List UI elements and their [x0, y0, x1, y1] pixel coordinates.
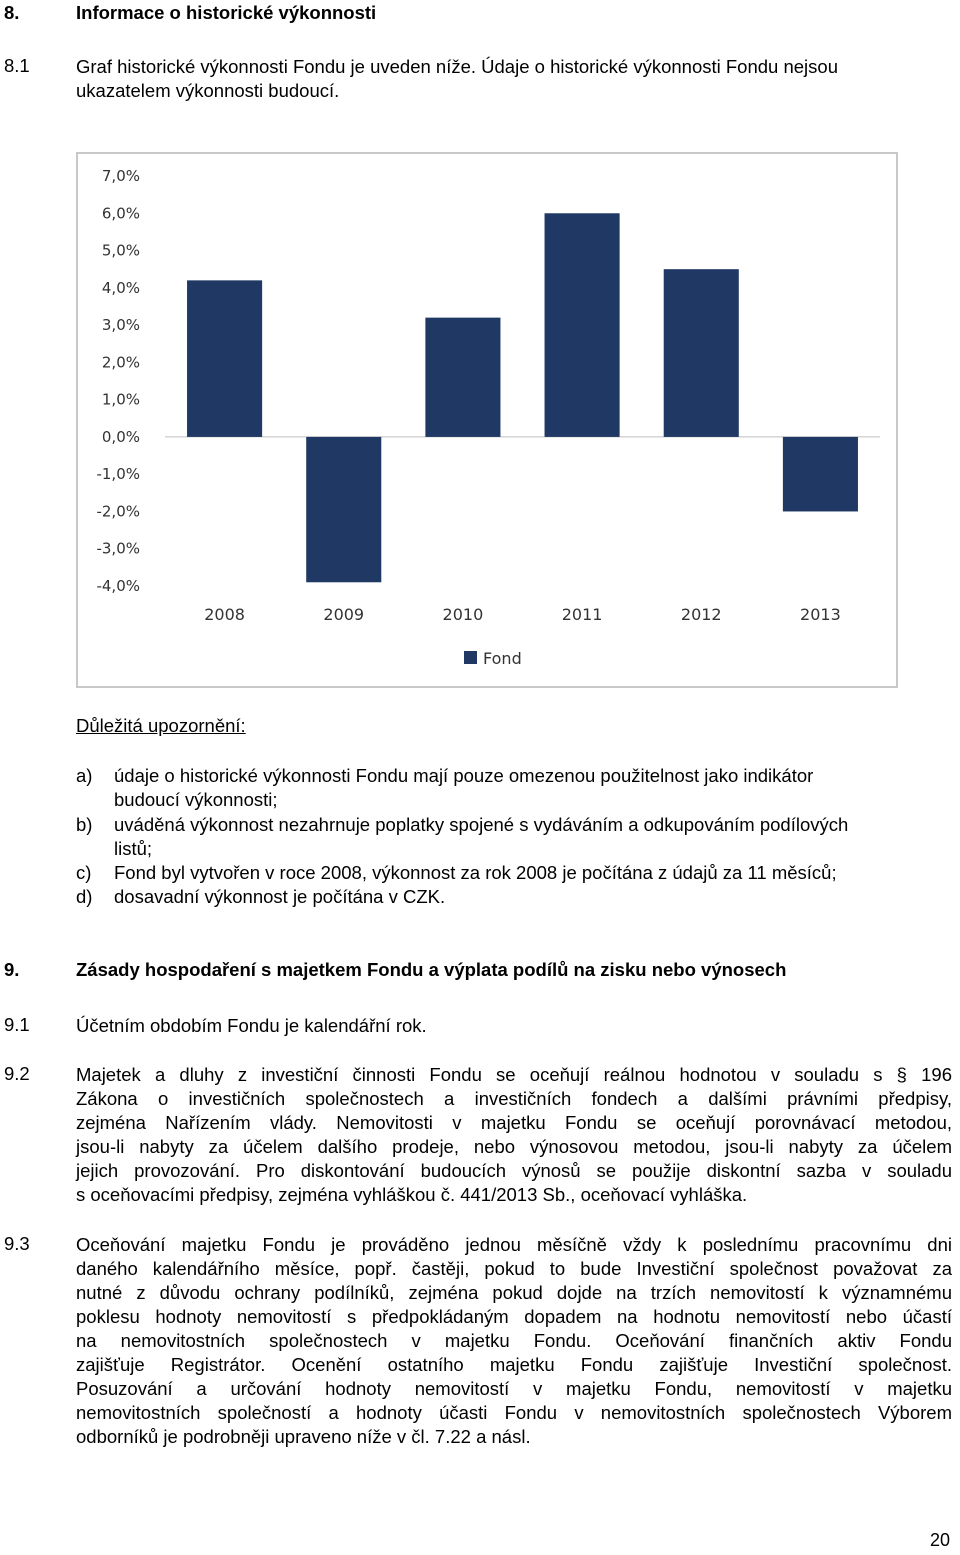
notice-item-text: Fond byl vytvořen v roce 2008, výkonnost…: [114, 862, 837, 883]
paragraph-line: nutné z důvodu ochrany podílníků, zejmén…: [76, 1282, 952, 1303]
section-8-number: 8.: [4, 2, 20, 23]
notice-item-text: uváděná výkonnost nezahrnuje poplatky sp…: [114, 814, 849, 835]
paragraph-line: zejména Nařízením vlády. Nemovitosti v m…: [76, 1112, 952, 1133]
paragraph-line: daného kalendářního měsíce, popř. častěj…: [76, 1258, 952, 1279]
bar-2012: [663, 269, 739, 437]
legend-swatch: [464, 651, 477, 664]
page-number: 20: [929, 1530, 950, 1550]
notice-item-d: d) dosavadní výkonnost je počítána v CZK.: [76, 885, 952, 909]
x-tick-label: 2012: [681, 605, 722, 624]
paragraph-9-2-number: 9.2: [4, 1063, 30, 1084]
y-tick-label: 4,0%: [102, 279, 140, 297]
performance-chart-svg: 7,0% 6,0% 5,0% 4,0% 3,0% 2,0% 1,0% 0,0% -1,0% -2,…: [96, 167, 880, 668]
notice-item-text: budoucí výkonnosti;: [114, 789, 278, 810]
y-tick-label: -2,0%: [96, 502, 140, 520]
paragraph-9-3: Oceňování majetku Fondu je prováděno jed…: [76, 1233, 952, 1449]
bar-2010: [425, 317, 501, 437]
paragraph-line: Oceňování majetku Fondu je prováděno jed…: [76, 1234, 952, 1255]
bar-2008: [187, 280, 263, 437]
paragraph-9-1-number: 9.1: [4, 1014, 30, 1035]
performance-chart: 7,0% 6,0% 5,0% 4,0% 3,0% 2,0% 1,0% 0,0% -1,0% -2,…: [76, 152, 898, 688]
notice-item-label: c): [76, 862, 92, 883]
paragraph-line: nemovitostních společností a hodnoty úča…: [76, 1402, 952, 1423]
y-tick-label: -4,0%: [96, 577, 140, 595]
notice-item-text: údaje o historické výkonnosti Fondu mají…: [114, 765, 814, 786]
notice-item-label: d): [76, 886, 93, 907]
x-tick-label: 2008: [204, 605, 245, 624]
paragraph-line: s oceňovacími předpisy, zejména vyhláško…: [76, 1184, 748, 1205]
y-tick-label: -3,0%: [96, 540, 140, 558]
y-tick-label: 1,0%: [102, 391, 140, 409]
notice-item-c: c) Fond byl vytvořen v roce 2008, výkonno…: [76, 861, 952, 885]
notice-item-a: a) údaje o historické výkonnosti Fondu ma…: [76, 764, 952, 812]
x-tick-label: 2011: [562, 605, 603, 624]
paragraph-line: Posuzování a určování hodnoty nemovitost…: [76, 1378, 952, 1399]
x-tick-label: 2013: [800, 605, 841, 624]
paragraph-line: Majetek a dluhy z investiční činnosti Fo…: [76, 1064, 952, 1085]
y-tick-label: 2,0%: [102, 353, 140, 371]
bar-2009: [306, 436, 382, 583]
paragraph-line: jsou-li nabyty za účelem dalšího prodeje…: [76, 1136, 952, 1157]
legend-label: Fond: [483, 649, 522, 668]
notice-item-text: listů;: [114, 838, 153, 859]
paragraph-9-2: Majetek a dluhy z investiční činnosti Fo…: [76, 1063, 952, 1207]
paragraph-line: poklesu hodnoty nemovitostí s předpoklád…: [76, 1306, 952, 1327]
section-9-title: Zásady hospodaření s majetkem Fondu a vý…: [76, 959, 787, 980]
y-tick-label: -1,0%: [96, 465, 140, 483]
paragraph-line: jejich provozování. Pro diskontování bud…: [76, 1160, 952, 1181]
paragraph-line: na nemovitostních společnostech v majetk…: [76, 1330, 952, 1351]
notice-item-label: a): [76, 765, 93, 786]
bar-2011: [544, 213, 620, 437]
section-8-title: Informace o historické výkonnosti: [76, 2, 377, 23]
paragraph-8-1-number: 8.1: [4, 55, 30, 76]
notice-heading: Důležitá upozornění:: [76, 715, 246, 736]
y-tick-label: 7,0%: [102, 167, 140, 185]
y-tick-label: 5,0%: [102, 242, 140, 260]
paragraph-line: zajišťuje Registrátor. Ocenění ostatního…: [76, 1354, 952, 1375]
bar-2013: [782, 436, 858, 512]
y-tick-label: 3,0%: [102, 316, 140, 334]
paragraph-9-1: Účetním obdobím Fondu je kalendářní rok.: [76, 1015, 427, 1036]
x-tick-label: 2009: [323, 605, 364, 624]
y-tick-label: 6,0%: [102, 204, 140, 222]
section-9-number: 9.: [4, 959, 20, 980]
paragraph-line: odborníků je podrobněji upraveno níže v …: [76, 1426, 531, 1447]
notice-item-label: b): [76, 814, 93, 835]
y-tick-label: 0,0%: [102, 428, 140, 446]
paragraph-8-1: Graf historické výkonnosti Fondu je uved…: [76, 55, 952, 103]
notice-item-text: dosavadní výkonnost je počítána v CZK.: [114, 886, 446, 907]
paragraph-8-1-line: ukazatelem výkonnosti budoucí.: [76, 80, 340, 101]
paragraph-line: Zákona o investičních společnostech a in…: [76, 1088, 952, 1109]
paragraph-8-1-line: Graf historické výkonnosti Fondu je uved…: [76, 56, 838, 77]
paragraph-9-3-number: 9.3: [4, 1233, 30, 1254]
x-tick-label: 2010: [443, 605, 484, 624]
notice-item-b: b) uváděná výkonnost nezahrnuje poplatky …: [76, 813, 952, 861]
